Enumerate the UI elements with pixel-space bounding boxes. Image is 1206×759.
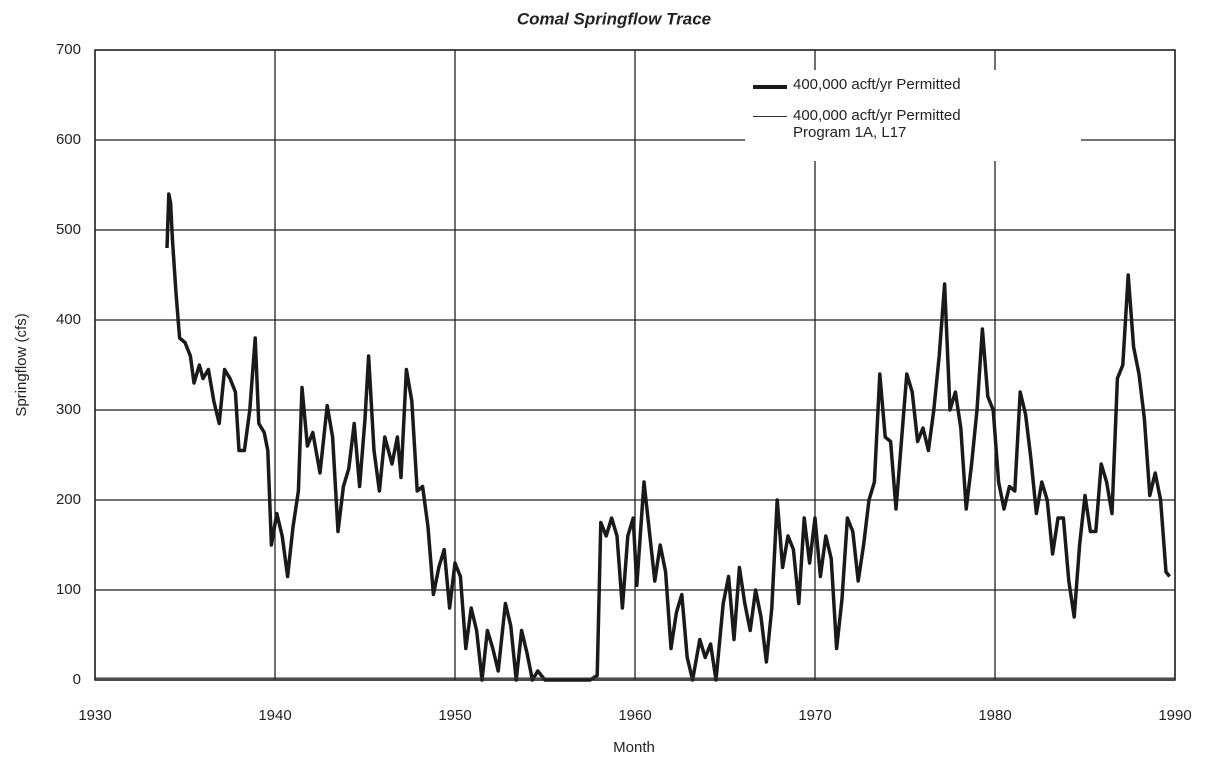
x-tick-label: 1970: [798, 707, 831, 724]
x-axis-label: Month: [613, 739, 655, 756]
x-tick-label: 1940: [258, 707, 291, 724]
legend-swatch: [753, 85, 787, 89]
line-series: [165, 192, 1171, 682]
y-tick-label: 300: [56, 401, 81, 418]
y-tick-label: 600: [56, 131, 81, 148]
legend-swatch: [753, 116, 787, 117]
x-tick-label: 1950: [438, 707, 471, 724]
y-tick-label: 200: [56, 491, 81, 508]
legend-item: 400,000 acft/yr Permitted: [753, 76, 1073, 93]
y-tick-label: 0: [73, 671, 81, 688]
legend-item: 400,000 acft/yr Permitted Program 1A, L1…: [753, 107, 1073, 141]
y-tick-label: 500: [56, 221, 81, 238]
legend-label: 400,000 acft/yr Permitted Program 1A, L1…: [793, 107, 961, 141]
y-tick-label: 400: [56, 311, 81, 328]
y-axis-label: Springflow (cfs): [13, 313, 30, 416]
x-tick-label: 1990: [1158, 707, 1191, 724]
x-tick-label: 1980: [978, 707, 1011, 724]
y-tick-label: 100: [56, 581, 81, 598]
x-tick-label: 1930: [78, 707, 111, 724]
y-tick-label: 700: [56, 41, 81, 58]
legend: 400,000 acft/yr Permitted 400,000 acft/yr…: [745, 70, 1081, 161]
x-tick-label: 1960: [618, 707, 651, 724]
plot-border: [94, 49, 1176, 681]
legend-label: 400,000 acft/yr Permitted: [793, 76, 961, 93]
chart-title: Comal Springflow Trace: [517, 9, 711, 28]
